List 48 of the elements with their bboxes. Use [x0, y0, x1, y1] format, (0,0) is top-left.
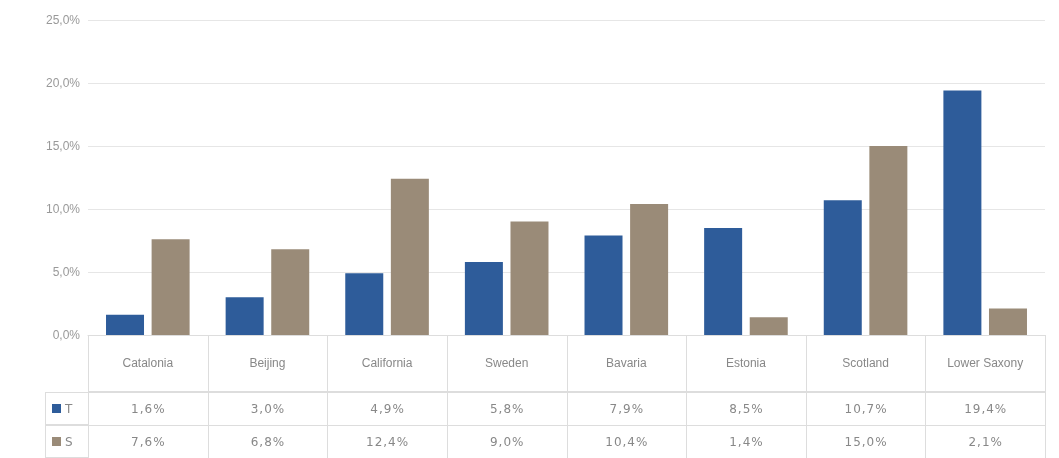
- data-label: 2,1%: [925, 425, 1046, 458]
- data-label: 3,0%: [207, 392, 329, 426]
- data-label: 1,4%: [686, 425, 807, 458]
- bar: [271, 249, 310, 335]
- y-tick-label: 15,0%: [45, 139, 81, 153]
- bar: [988, 308, 1027, 335]
- bar: [510, 221, 549, 335]
- x-tick-label: Beijing: [249, 356, 286, 370]
- bar: [630, 203, 669, 335]
- bar: [390, 178, 429, 335]
- x-tick-label: Estonia: [725, 356, 767, 370]
- bar: [106, 314, 145, 335]
- y-tick-label: 10,0%: [45, 202, 81, 216]
- data-label: 7,9%: [566, 392, 688, 426]
- data-label: 10,4%: [566, 425, 688, 458]
- data-label: 7,6%: [88, 425, 209, 458]
- x-tick-label: Lower Saxony: [947, 356, 1024, 370]
- bar: [943, 90, 982, 335]
- data-label: 15,0%: [805, 425, 927, 458]
- legend-label: S: [65, 434, 74, 449]
- bar: [345, 273, 384, 335]
- x-tick-label: Sweden: [485, 356, 529, 370]
- bar: [869, 146, 908, 335]
- legend-label: T: [65, 401, 74, 416]
- x-tick-label: California: [361, 356, 413, 370]
- y-tick-label: 20,0%: [45, 76, 81, 90]
- y-tick-label: 5,0%: [52, 265, 81, 279]
- bar: [464, 261, 503, 335]
- bar: [151, 239, 190, 335]
- bar: [584, 235, 623, 335]
- y-tick-label: 25,0%: [45, 13, 81, 27]
- bar: [225, 297, 264, 335]
- x-tick-label: Catalonia: [122, 356, 174, 370]
- data-label: 9,0%: [446, 425, 568, 458]
- x-tick-label: Bavaria: [605, 356, 647, 370]
- data-label: 8,5%: [686, 392, 807, 426]
- data-label: 5,8%: [446, 392, 568, 426]
- x-tick-label: Scotland: [842, 356, 889, 370]
- bar: [823, 200, 862, 335]
- data-label: 19,4%: [925, 392, 1046, 426]
- data-label: 6,8%: [207, 425, 329, 458]
- data-label: 12,4%: [327, 425, 448, 458]
- y-tick-label: 0,0%: [52, 328, 81, 342]
- data-label: 1,6%: [88, 392, 209, 426]
- bar: [704, 227, 743, 335]
- data-label: 4,9%: [327, 392, 448, 426]
- bar: [749, 317, 788, 335]
- data-label: 10,7%: [805, 392, 927, 426]
